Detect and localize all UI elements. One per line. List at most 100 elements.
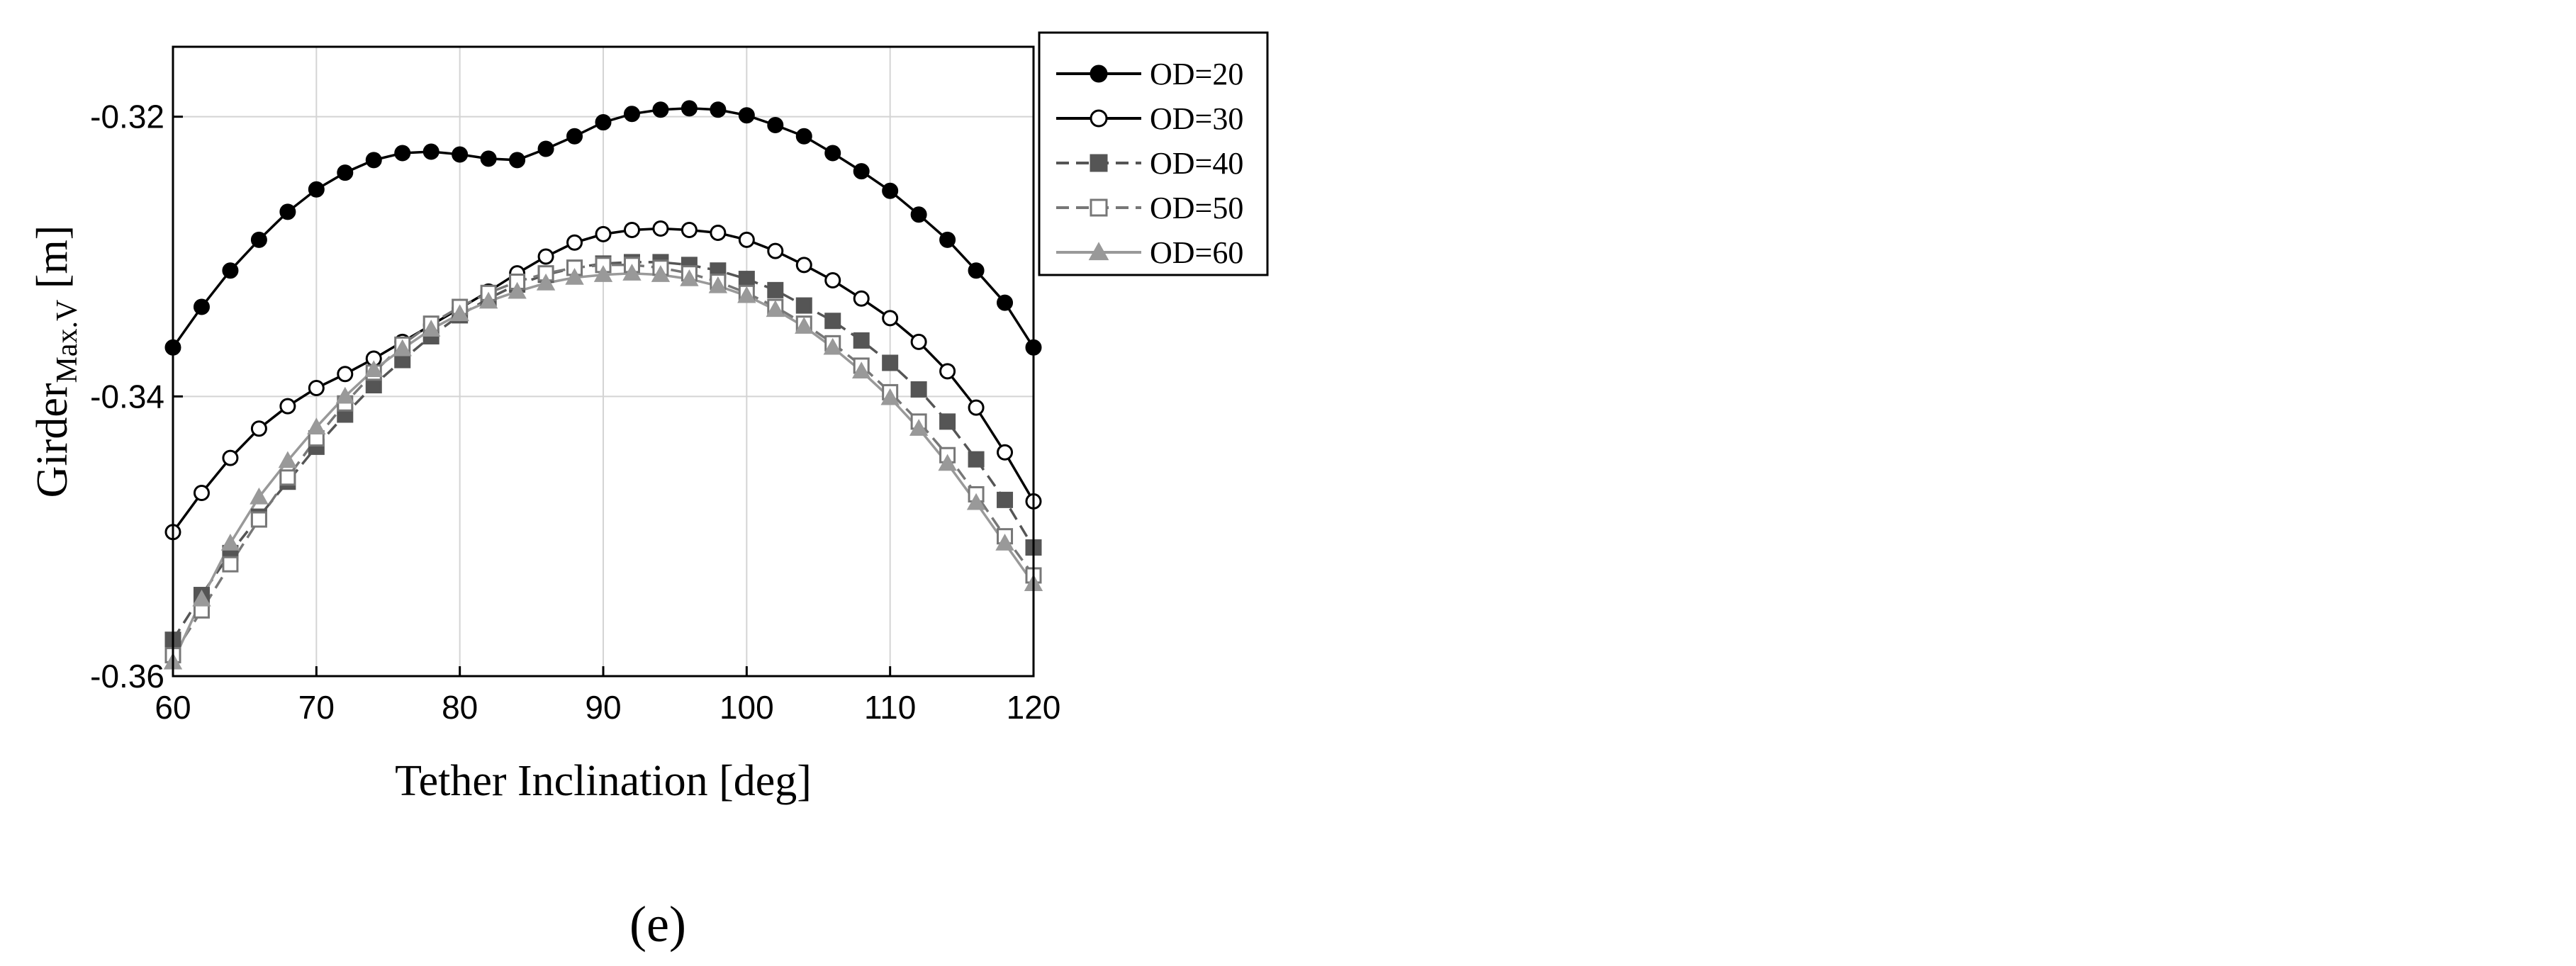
data-point [394,145,411,162]
series-markers [163,100,1043,670]
data-point [595,225,612,242]
data-point [737,286,756,303]
data-point [795,257,812,274]
data-point [852,361,871,379]
data-point [250,231,267,248]
data-point [565,268,584,285]
data-point [393,339,412,356]
data-point [681,222,698,239]
data-point [882,354,899,371]
data-point [880,388,900,405]
data-point [938,454,957,471]
legend-marker [1090,198,1108,217]
data-point [766,300,785,318]
data-point [335,386,354,404]
data-point [853,163,870,180]
data-point [278,451,298,468]
data-point [968,399,985,416]
data-point [337,164,354,181]
data-point [593,265,613,282]
y-tick-label: -0.34 [90,378,164,415]
data-point [337,366,354,383]
data-point [939,413,956,430]
data-point [450,304,469,322]
legend-label: OD=30 [1150,101,1243,136]
data-point [566,234,583,251]
data-point [536,273,556,291]
data-point [795,297,812,314]
data-point [767,281,784,298]
data-point [365,152,382,169]
x-tick-label: 110 [864,689,916,726]
data-point [795,317,814,334]
data-point [222,449,239,466]
data-point [939,231,956,248]
axis-ticks: 60 70 80 90 100 110 120 -0.32 -0.34 -0.36 [90,99,1060,726]
data-point [824,272,841,289]
legend-label: OD=50 [1150,191,1243,225]
data-point [307,417,326,434]
data-point [566,128,583,145]
data-point [422,143,439,160]
data-point [452,146,469,163]
legend-marker [1090,154,1108,172]
y-axis-title: GirderMax.V [m] [28,225,84,498]
data-point [882,182,899,199]
data-point [738,107,755,124]
data-point [738,231,755,248]
data-point [509,152,526,169]
x-tick-label: 100 [719,689,774,726]
data-point [767,242,784,259]
data-point [222,556,239,573]
data-point [422,320,441,337]
data-point [997,294,1014,311]
y-axis-title-unit: [m] [28,225,77,300]
y-axis-title-main: Girder [28,383,77,498]
data-point [623,106,640,123]
legend: OD=20 OD=30 OD=40 OD=50 OD=60 [1038,31,1269,276]
legend-label: OD=20 [1150,57,1243,91]
data-point [910,333,927,350]
data-point [220,533,240,551]
data-point [909,419,929,436]
data-point [193,484,210,501]
data-point [853,290,870,307]
data-point [882,310,899,327]
x-tick-label: 120 [1007,689,1061,726]
legend-label: OD=60 [1150,235,1243,270]
legend-label: OD=40 [1150,146,1243,181]
data-point [995,533,1014,551]
data-point [910,206,927,223]
data-point [250,487,269,505]
plot-area: 60 70 80 90 100 110 120 -0.32 -0.34 -0.36 [90,45,1060,726]
x-tick-label: 90 [585,689,621,726]
data-point [652,220,669,237]
data-point [795,128,812,145]
x-axis-title: Tether Inclination [deg] [395,757,812,805]
data-point [250,420,267,437]
data-point [966,493,986,510]
data-point [222,262,239,279]
data-point [364,360,383,378]
data-point [508,281,527,299]
data-point [823,337,842,355]
data-point [537,140,554,157]
data-point [710,101,727,118]
data-point [595,114,612,131]
data-point [478,291,498,309]
data-point [710,224,727,241]
data-point [767,117,784,134]
legend-marker [1090,109,1108,128]
y-tick-label: -0.32 [90,99,164,135]
data-point [279,469,296,486]
data-point [910,381,927,398]
legend-marker [1090,64,1108,83]
data-point [824,145,841,162]
data-point [824,313,841,330]
data-point [708,276,728,293]
data-point [308,181,325,198]
data-point [680,269,699,286]
y-tick-label: -0.36 [90,658,164,695]
legend-marker [1088,242,1109,261]
